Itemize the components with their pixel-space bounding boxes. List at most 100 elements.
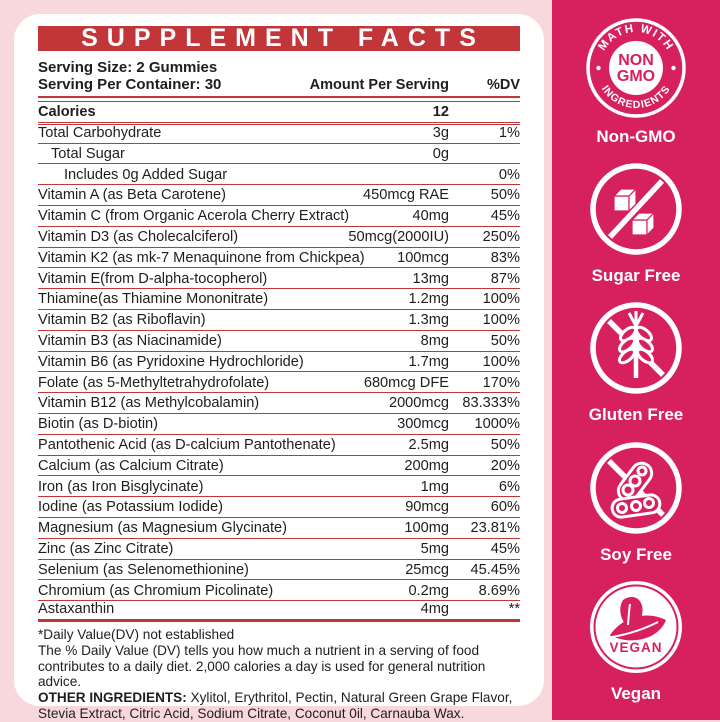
nutrient-dv: 1% (498, 125, 520, 142)
nutrient-dv: 87% (490, 270, 520, 287)
nutrient-dv: 0% (498, 166, 520, 183)
nutrient-name: Vitamin K2 (as mk-7 Menaquinone from Chi… (38, 249, 365, 266)
nutrient-amount: 40mg (412, 208, 449, 225)
nutrient-dv: 100% (482, 312, 520, 329)
nutrient-name: Vitamin A (as Beta Carotene) (38, 187, 226, 204)
table-row: Folate (as 5-Methyltetrahydrofolate) 680… (38, 372, 520, 394)
nutrient-amount: 25mcg (405, 561, 449, 578)
table-row: Vitamin B3 (as Niacinamide) 8mg 50% (38, 331, 520, 352)
non-gmo-stamp-icon: MATH WITH INGREDIENTS NON GMO (586, 18, 686, 118)
table-row: Total Sugar 0g (38, 144, 520, 165)
badge-soy-free: Soy Free (586, 438, 686, 565)
table-row: Biotin (as D-biotin) 300mcg 1000% (38, 414, 520, 435)
table-row: Selenium (as Selenomethionine) 25mcg 45.… (38, 560, 520, 581)
nutrient-amount: 1mg (420, 478, 449, 495)
dv-footnote: *Daily Value(DV) not established (38, 627, 235, 642)
nutrient-amount: 1.2mg (408, 291, 449, 308)
serving-size: Serving Size: 2 Gummies (38, 59, 218, 76)
table-row: Vitamin K2 (as mk-7 Menaquinone from Chi… (38, 248, 520, 269)
nutrient-name: Vitamin B6 (as Pyridoxine Hydrochloride) (38, 353, 304, 370)
nutrient-name: Calcium (as Calcium Citrate) (38, 457, 224, 474)
table-row: Vitamin B6 (as Pyridoxine Hydrochloride)… (38, 352, 520, 373)
nutrient-name: Iron (as Iron Bisglycinate) (38, 478, 204, 495)
nutrient-name: Astaxanthin (38, 601, 115, 618)
table-row: Vitamin B12 (as Methylcobalamin) 2000mcg… (38, 393, 520, 414)
table-row: Vitamin A (as Beta Carotene) 450mcg RAE … (38, 185, 520, 206)
footnotes: *Daily Value(DV) not established The % D… (38, 622, 520, 722)
pct-dv-footnote-line2: contributes to a daily diet. 2,000 calor… (38, 658, 486, 690)
table-row: Pantothenic Acid (as D-calcium Pantothen… (38, 435, 520, 456)
servings-per-container: Serving Per Container: 30 (38, 75, 222, 93)
amount-column-header: Amount Per Serving (309, 77, 449, 93)
badge-label: Sugar Free (591, 266, 681, 286)
nutrient-amount: 90mcg (405, 499, 449, 516)
nutrient-amount: 4mg (420, 601, 449, 618)
nutrient-name: Folate (as 5-Methyltetrahydrofolate) (38, 374, 270, 391)
table-row: Includes 0g Added Sugar 0% (38, 164, 520, 186)
header-divider (38, 96, 520, 102)
nutrient-amount: 300mcg (397, 416, 449, 433)
nutrient-dv: 83% (490, 249, 520, 266)
other-ingredients-label: OTHER INGREDIENTS: (38, 690, 187, 706)
nutrient-amount: 200mg (404, 457, 449, 474)
nutrient-amount: 450mcg RAE (363, 187, 449, 204)
gluten-free-icon (590, 302, 682, 395)
dv-column-header: %DV (486, 77, 520, 93)
table-row: Calories 12 (38, 102, 520, 126)
nutrient-amount: 5mg (420, 541, 449, 558)
badge-sugar-free: Sugar Free (586, 159, 686, 286)
serving-info-section: Serving Size: 2 Gummies Serving Per Cont… (38, 55, 520, 93)
pct-dv-footnote-line1: The % Daily Value (DV) tells you how muc… (38, 642, 479, 658)
nutrient-name: Vitamin E(from D-alpha-tocopherol) (38, 270, 268, 287)
nutrient-amount: 2000mcg (388, 395, 449, 412)
nutrient-amount: 1.3mg (408, 312, 449, 329)
nutrient-dv: 8.69% (478, 582, 520, 599)
soy-free-icon (590, 441, 682, 534)
badge-sidebar: MATH WITH INGREDIENTS NON GMO Non-GMO S (552, 0, 720, 720)
nutrient-dv: 45% (490, 541, 520, 558)
facts-table: Calories 12 Total Carbohydrate 3g 1% Tot… (38, 102, 520, 622)
nutrient-amount: 13mg (412, 270, 449, 287)
nutrient-dv: 250% (482, 229, 520, 246)
table-row: Vitamin E(from D-alpha-tocopherol) 13mg … (38, 268, 520, 290)
nutrient-amount: 3g (432, 125, 449, 142)
vegan-icon: VEGAN (590, 580, 682, 673)
nutrient-name: Iodine (as Potassium Iodide) (38, 499, 223, 516)
nutrient-dv: 6% (498, 478, 520, 495)
table-row: Iodine (as Potassium Iodide) 90mcg 60% (38, 497, 520, 518)
nutrient-name: Biotin (as D-biotin) (38, 416, 159, 433)
nutrient-dv: 100% (482, 291, 520, 308)
nutrient-amount: 8mg (420, 333, 449, 350)
nutrient-amount: 50mcg(2000IU) (348, 229, 449, 246)
nutrient-name: Vitamin B2 (as Riboflavin) (38, 312, 206, 329)
table-row: Calcium (as Calcium Citrate) 200mg 20% (38, 456, 520, 477)
nutrient-dv: 50% (490, 437, 520, 454)
table-row: Zinc (as Zinc Citrate) 5mg 45% (38, 539, 520, 560)
nutrient-name: Zinc (as Zinc Citrate) (38, 541, 174, 558)
nutrient-dv: 170% (482, 374, 520, 391)
nutrient-dv: 23.81% (470, 520, 521, 537)
nutrient-amount: 680mcg DFE (363, 374, 449, 391)
badge-label: Soy Free (600, 544, 672, 564)
nutrient-amount: 2.5mg (408, 437, 449, 454)
badge-vegan: VEGAN Vegan (586, 577, 686, 704)
badge-label: Non-GMO (596, 127, 676, 147)
table-row: Thiamine(as Thiamine Mononitrate) 1.2mg … (38, 289, 520, 310)
nutrient-amount: 0.2mg (408, 582, 449, 599)
sugar-free-icon (590, 163, 682, 256)
badge-label: Gluten Free (588, 405, 684, 425)
nutrient-name: Total Carbohydrate (38, 125, 162, 142)
nutrient-dv: 60% (490, 499, 520, 516)
nutrient-name: Pantothenic Acid (as D-calcium Pantothen… (38, 437, 336, 454)
nutrient-name: Thiamine(as Thiamine Mononitrate) (38, 291, 269, 308)
nutrient-name: Includes 0g Added Sugar (64, 166, 228, 183)
stamp-center-line2: GMO (617, 68, 655, 85)
other-ingredients-list: Xylitol, Erythritol, Pectin, Natural Gre… (38, 690, 513, 721)
nutrient-name: Chromium (as Chromium Picolinate) (38, 582, 274, 599)
nutrient-name: Vitamin D3 (as Cholecalciferol) (38, 229, 239, 246)
table-row: Iron (as Iron Bisglycinate) 1mg 6% (38, 476, 520, 498)
nutrient-name: Vitamin B3 (as Niacinamide) (38, 333, 222, 350)
nutrient-name: Vitamin C (from Organic Acerola Cherry E… (38, 208, 350, 225)
table-row: Chromium (as Chromium Picolinate) 0.2mg … (38, 580, 520, 602)
nutrient-name: Magnesium (as Magnesium Glycinate) (38, 520, 287, 537)
